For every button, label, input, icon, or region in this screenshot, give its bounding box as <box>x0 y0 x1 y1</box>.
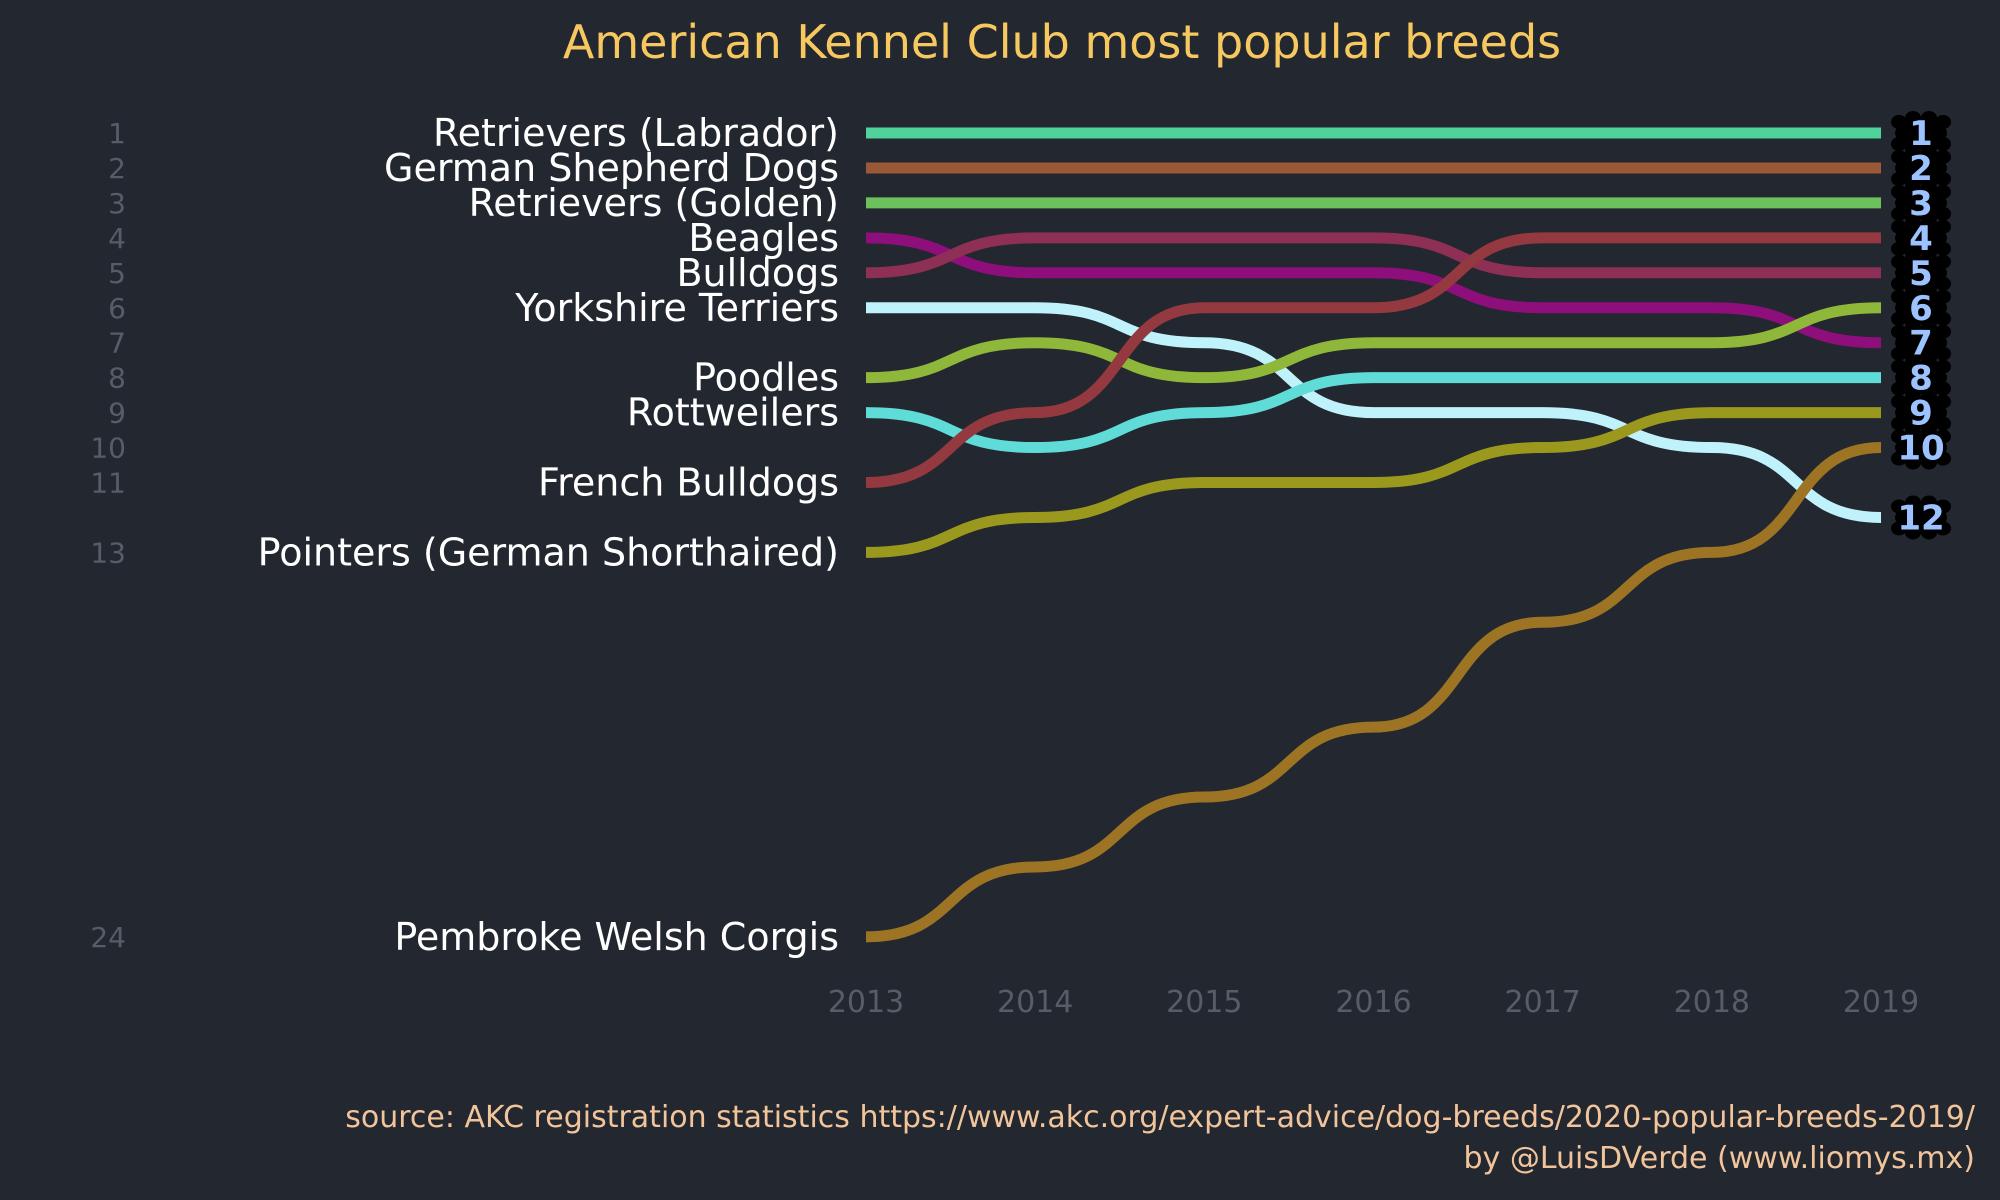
year-axis: 2013 2014 2015 2016 2017 2018 2019 <box>828 985 1919 1020</box>
series-line-pembroke-welsh-corgis <box>865 442 1882 943</box>
end-rank-label-german-shepherd-dogs: 2 <box>1909 149 1933 189</box>
byline-caption: by @LuisDVerde (www.liomys.mx) <box>1463 1141 1975 1176</box>
breed-label-pointers-german-shorthaired: Pointers (German Shorthaired) <box>258 530 839 574</box>
paw-print-icon <box>1891 495 1952 540</box>
breed-label-rottweilers: Rottweilers <box>627 391 839 435</box>
end-rank-label-rottweilers: 8 <box>1909 359 1933 399</box>
year-tick-2014: 2014 <box>997 985 1073 1020</box>
end-rank-label-retrievers-labrador: 1 <box>1909 114 1933 154</box>
rank-tick-10: 10 <box>90 432 126 465</box>
end-rank-label-bulldogs: 5 <box>1909 254 1933 294</box>
breed-label-retrievers-golden: Retrievers (Golden) <box>469 181 839 225</box>
rank-tick-2: 2 <box>108 152 126 185</box>
breed-label-french-bulldogs: French Bulldogs <box>538 461 839 505</box>
year-tick-2017: 2017 <box>1505 985 1581 1020</box>
paw-print-icon <box>1891 285 1952 330</box>
rank-tick-1: 1 <box>108 117 126 150</box>
breed-label-beagles: Beagles <box>688 216 839 260</box>
series-line-yorkshire-terriers <box>866 302 1882 523</box>
series-lines <box>865 127 1882 943</box>
year-tick-2015: 2015 <box>1166 985 1242 1020</box>
year-tick-2013: 2013 <box>828 985 904 1020</box>
paw-print-icon <box>1891 180 1952 225</box>
rank-tick-7: 7 <box>108 327 126 360</box>
breed-label-bulldogs: Bulldogs <box>676 251 839 295</box>
rank-tick-11: 11 <box>90 467 126 500</box>
rank-tick-13: 13 <box>90 536 126 569</box>
series-line-poodles <box>865 302 1882 384</box>
rank-tick-4: 4 <box>108 222 126 255</box>
rank-tick-24: 24 <box>90 921 126 954</box>
rank-tick-3: 3 <box>108 187 126 220</box>
source-caption: source: AKC registration statistics http… <box>345 1100 1976 1135</box>
year-tick-2016: 2016 <box>1335 985 1411 1020</box>
paw-print-icon <box>1891 425 1952 470</box>
end-rank-label-pointers-german-shorthaired: 9 <box>1909 394 1933 434</box>
breed-label-poodles: Poodles <box>693 356 839 400</box>
year-tick-2019: 2019 <box>1843 985 1919 1020</box>
series-line-rottweilers <box>865 372 1882 454</box>
end-rank-label-pembroke-welsh-corgis: 10 <box>1897 429 1944 469</box>
breed-labels: Retrievers (Labrador)German Shepherd Dog… <box>258 111 839 959</box>
rank-tick-9: 9 <box>108 397 126 430</box>
end-rank-label-retrievers-golden: 3 <box>1909 184 1933 224</box>
breed-label-german-shepherd-dogs: German Shepherd Dogs <box>384 146 839 190</box>
end-rank-label-poodles: 6 <box>1909 289 1933 329</box>
series-line-pointers-german-shorthaired <box>865 407 1882 558</box>
end-rank-label-french-bulldogs: 4 <box>1909 219 1933 259</box>
rank-tick-6: 6 <box>108 292 126 325</box>
breed-label-retrievers-labrador: Retrievers (Labrador) <box>433 111 839 155</box>
breed-label-pembroke-welsh-corgis: Pembroke Welsh Corgis <box>394 915 839 959</box>
series-line-bulldogs <box>865 232 1882 279</box>
year-tick-2018: 2018 <box>1674 985 1750 1020</box>
rank-tick-5: 5 <box>108 257 126 290</box>
chart-title: American Kennel Club most popular breeds <box>563 15 1561 69</box>
series-line-french-bulldogs <box>865 232 1882 488</box>
paw-print-icon <box>1891 145 1952 190</box>
series-line-beagles <box>865 232 1882 349</box>
paw-print-icon <box>1891 111 1952 155</box>
rank-tick-8: 8 <box>108 362 126 395</box>
breed-label-yorkshire-terriers: Yorkshire Terriers <box>514 286 839 330</box>
end-rank-label-yorkshire-terriers: 12 <box>1897 498 1944 538</box>
paw-print-icon <box>1891 215 1952 260</box>
end-rank-label-beagles: 7 <box>1909 324 1933 364</box>
